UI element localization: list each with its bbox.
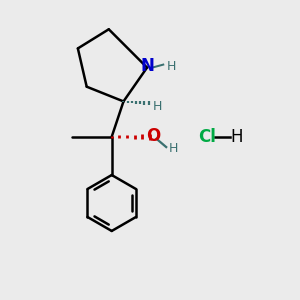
Text: H: H — [230, 128, 243, 146]
Text: O: O — [146, 127, 161, 145]
Text: N: N — [140, 57, 154, 75]
Text: H: H — [152, 100, 162, 113]
Text: H: H — [167, 60, 176, 73]
Text: Cl: Cl — [199, 128, 217, 146]
Text: H: H — [169, 142, 178, 155]
